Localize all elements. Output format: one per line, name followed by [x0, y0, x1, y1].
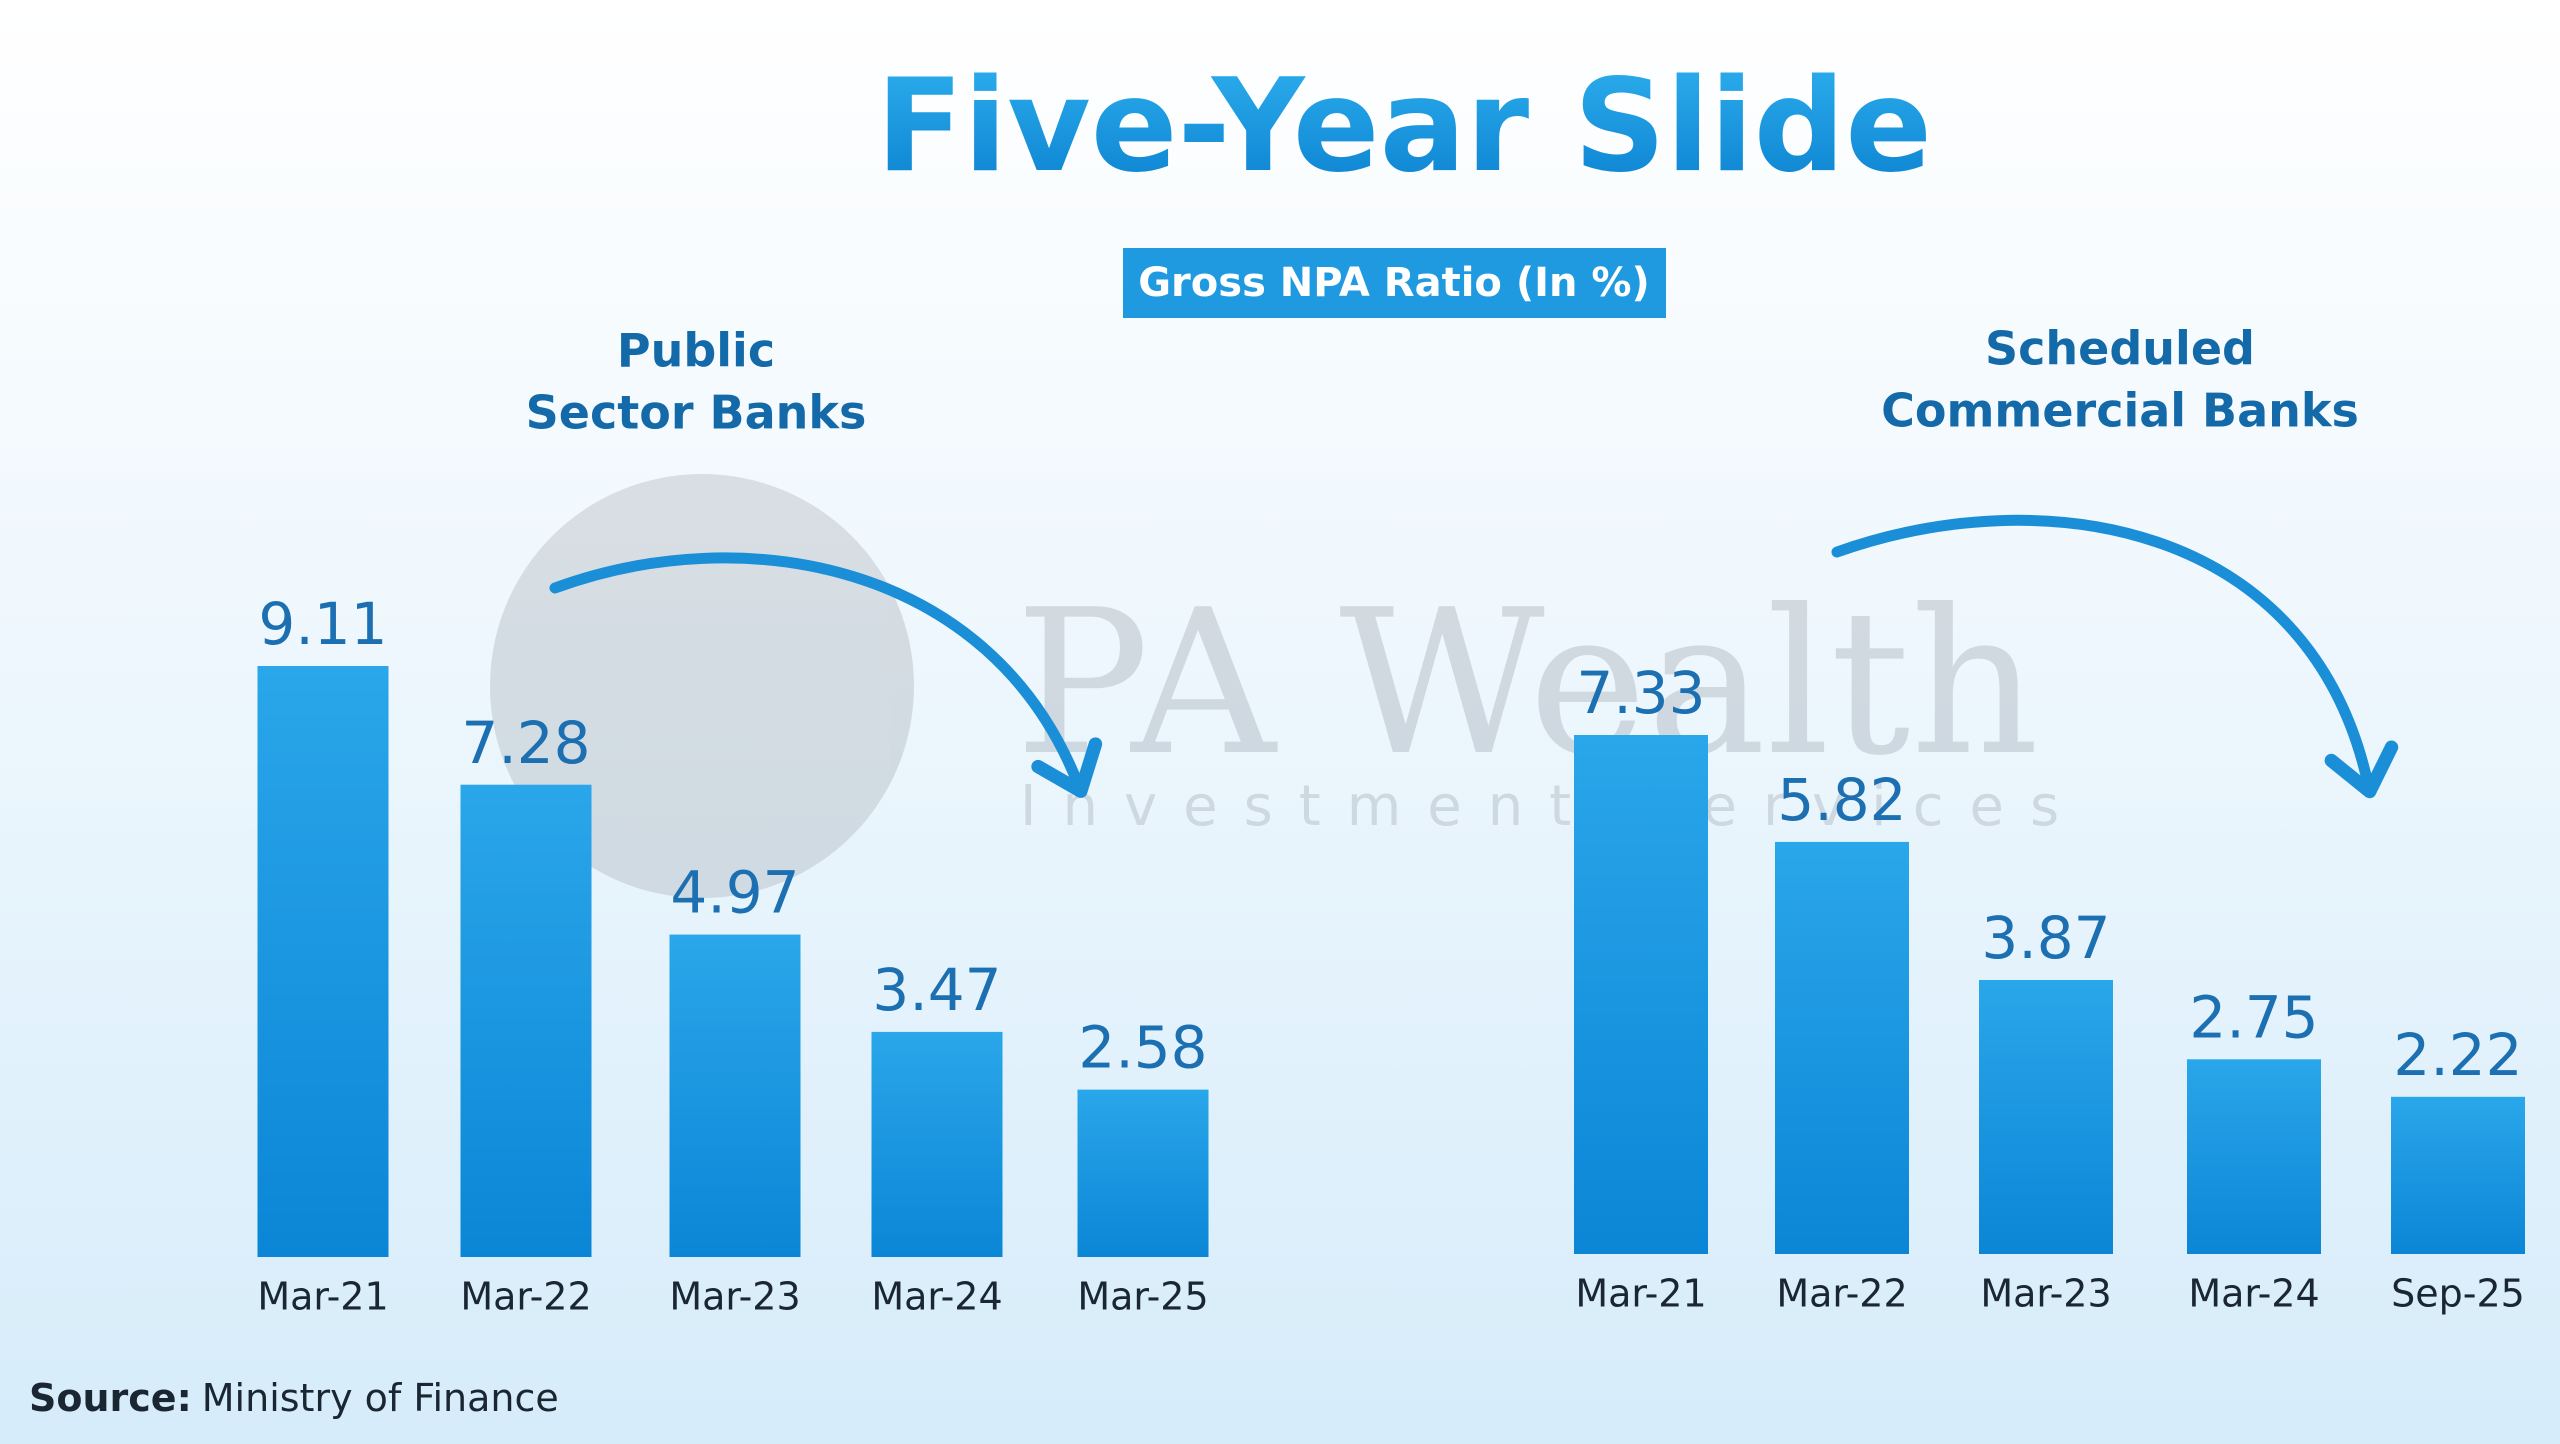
page-title: Five-Year Slide: [876, 52, 1932, 201]
value-label: 2.58: [1078, 1014, 1207, 1082]
bar: [460, 784, 592, 1257]
chart-title: Scheduled: [1985, 322, 2255, 376]
x-tick-label: Sep-25: [2391, 1272, 2525, 1316]
value-label: 7.33: [1576, 659, 1705, 727]
bar: [1077, 1089, 1209, 1257]
x-tick-label: Mar-25: [1077, 1275, 1208, 1319]
bar: [257, 666, 389, 1257]
x-tick-label: Mar-23: [669, 1275, 800, 1319]
chart-title: Sector Banks: [526, 386, 867, 440]
trend-arrow: [549, 552, 1103, 798]
value-label: 2.75: [2189, 983, 2318, 1051]
chart-title: Commercial Banks: [1881, 384, 2359, 438]
bar: [1979, 979, 2113, 1254]
x-tick-label: Mar-22: [1776, 1272, 1907, 1316]
bar: [1574, 735, 1708, 1254]
x-tick-label: Mar-24: [871, 1275, 1002, 1319]
watermark-tagline: Investment Services: [1020, 774, 2085, 839]
source: Source: Ministry of Finance: [29, 1376, 559, 1420]
bar: [669, 934, 801, 1257]
value-label: 3.47: [872, 956, 1001, 1024]
x-tick-label: Mar-22: [460, 1275, 591, 1319]
chart-title: Public: [617, 324, 775, 378]
subtitle-box: [1123, 248, 1666, 318]
watermark: PA Wealth Investment Services: [490, 474, 2085, 898]
value-label: 5.82: [1777, 766, 1906, 834]
x-tick-label: Mar-24: [2188, 1272, 2319, 1316]
source-label: Source:: [29, 1376, 192, 1420]
source-text: Ministry of Finance: [202, 1376, 559, 1420]
value-label: 9.11: [258, 590, 387, 658]
bar: [2187, 1059, 2321, 1254]
x-tick-label: Mar-23: [1980, 1272, 2111, 1316]
watermark-name: PA Wealth: [1015, 567, 2039, 800]
subtitle: Gross NPA Ratio (In %): [1138, 260, 1650, 306]
bar: [871, 1031, 1003, 1257]
value-label: 7.28: [461, 709, 590, 777]
trend-arrow: [1831, 514, 2399, 799]
value-label: 2.22: [2393, 1021, 2522, 1089]
x-tick-label: Mar-21: [1575, 1272, 1706, 1316]
bar: [2391, 1096, 2525, 1254]
x-tick-label: Mar-21: [257, 1275, 388, 1319]
bar: [1775, 841, 1909, 1254]
value-label: 3.87: [1981, 904, 2110, 972]
value-label: 4.97: [670, 859, 799, 927]
